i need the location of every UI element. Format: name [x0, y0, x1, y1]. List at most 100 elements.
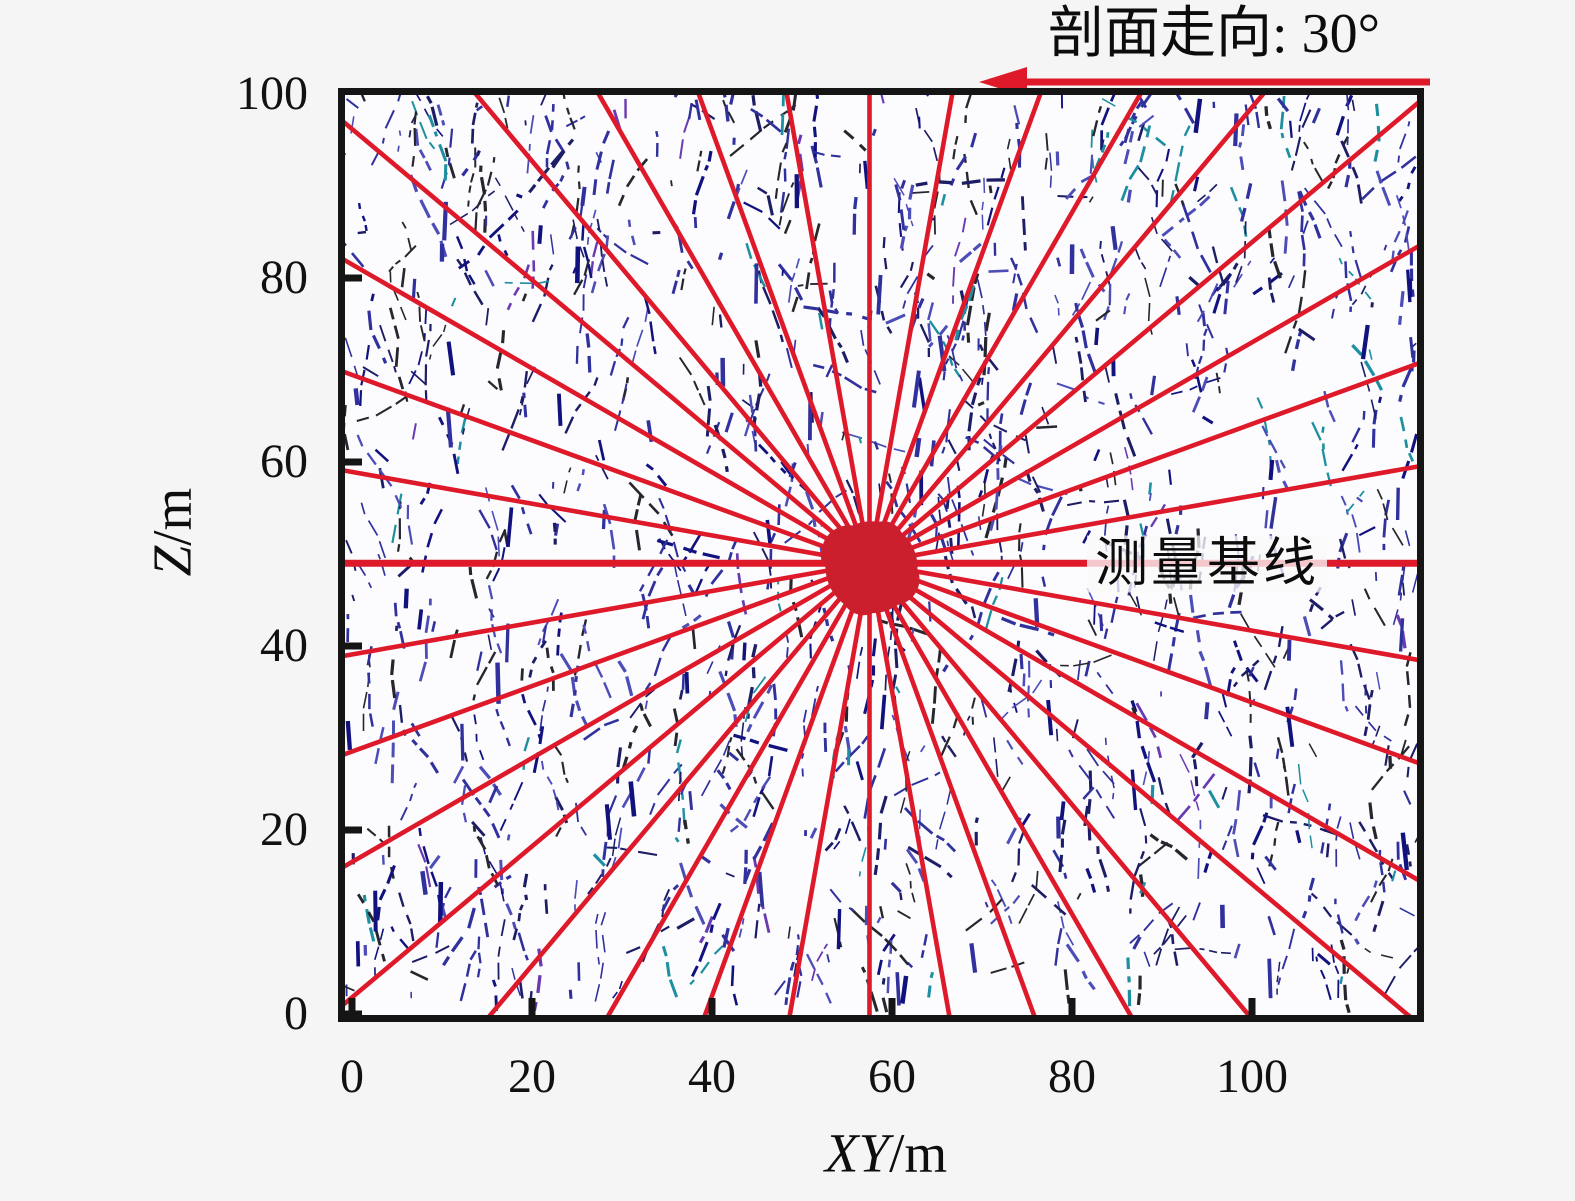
fracture-segment — [1279, 459, 1286, 469]
fracture-segment — [505, 623, 510, 663]
fracture-segment — [1199, 947, 1205, 951]
fracture-segment — [972, 242, 982, 252]
fracture-segment — [1370, 775, 1384, 791]
fracture-segment — [902, 300, 907, 309]
scanline-center-blob — [821, 521, 920, 616]
fracture-segment — [1096, 671, 1102, 679]
fracture-segment — [745, 242, 753, 260]
fracture-segment — [475, 189, 487, 209]
fracture-segment — [1395, 195, 1402, 209]
fracture-segment — [1377, 396, 1383, 404]
fracture-segment — [397, 95, 402, 102]
fracture-segment — [520, 506, 526, 515]
y-tick-label: 100 — [236, 67, 308, 120]
fracture-segment — [425, 866, 432, 888]
fracture-segment — [580, 186, 587, 206]
fracture-segment — [727, 111, 736, 124]
fracture-segment — [774, 188, 779, 199]
center-blob-lobe — [863, 521, 904, 562]
fracture-segment — [1144, 277, 1151, 298]
fracture-segment — [1267, 958, 1273, 999]
fracture-segment — [1310, 158, 1314, 165]
fracture-segment — [1073, 662, 1089, 667]
fracture-segment — [1132, 936, 1142, 950]
fracture-segment — [1086, 353, 1098, 374]
fracture-segment — [1074, 336, 1079, 343]
fracture-segment — [1375, 671, 1381, 690]
fracture-segment — [773, 980, 786, 996]
fracture-segment — [818, 499, 833, 513]
fracture-segment — [1058, 854, 1064, 873]
fracture-segment — [390, 659, 395, 676]
fracture-segment — [988, 433, 993, 440]
fracture-segment — [1266, 120, 1272, 130]
profile-strike-annotation: 剖面走向: 30° — [1048, 3, 1380, 65]
fracture-segment — [728, 736, 733, 743]
fracture-segment — [482, 807, 491, 818]
fracture-segment — [691, 629, 697, 650]
fracture-segment — [1020, 542, 1024, 552]
fracture-segment — [544, 899, 549, 914]
fracture-segment — [484, 269, 495, 287]
fracture-segment — [824, 618, 830, 627]
fracture-segment — [1328, 409, 1336, 423]
fracture-segment — [443, 164, 448, 181]
fracture-segment — [410, 928, 415, 942]
fracture-segment — [1128, 164, 1140, 181]
fracture-segment — [586, 236, 590, 245]
fracture-segment — [1272, 655, 1278, 664]
fracture-segment — [360, 95, 366, 102]
fracture-segment — [625, 377, 630, 384]
fracture-segment — [1082, 786, 1095, 800]
fracture-segment — [384, 109, 395, 129]
fracture-segment — [1045, 133, 1049, 151]
fracture-segment — [813, 150, 825, 156]
fracture-segment — [474, 796, 483, 806]
fracture-segment — [752, 796, 761, 818]
fracture-segment — [1074, 302, 1079, 312]
fracture-segment — [1105, 885, 1110, 892]
fracture-segment — [1100, 254, 1105, 263]
fracture-segment — [1135, 702, 1148, 722]
fracture-segment — [1276, 97, 1290, 113]
fracture-segment — [729, 95, 735, 105]
fracture-segment — [374, 931, 382, 946]
fracture-segment — [1250, 852, 1255, 860]
fracture-segment — [973, 273, 980, 285]
fracture-segment — [1341, 453, 1354, 472]
fracture-segment — [1335, 610, 1345, 618]
fracture-segment — [364, 224, 368, 232]
fracture-segment — [365, 908, 371, 924]
fracture-segment — [491, 510, 499, 531]
fracture-segment — [582, 274, 588, 289]
fracture-segment — [743, 868, 752, 882]
fracture-segment — [645, 615, 651, 629]
fracture-segment — [1264, 510, 1269, 529]
fracture-segment — [400, 267, 406, 288]
fracture-segment — [527, 709, 537, 726]
fracture-segment — [811, 968, 816, 982]
fracture-segment — [1031, 476, 1042, 493]
fracture-segment — [1049, 152, 1053, 171]
fracture-segment — [712, 902, 722, 921]
fracture-segment — [575, 700, 582, 712]
fracture-segment — [1012, 273, 1016, 284]
fracture-segment — [946, 744, 957, 758]
fracture-segment — [1161, 225, 1175, 237]
fracture-segment — [531, 230, 535, 250]
fracture-segment — [816, 306, 826, 318]
fracture-segment — [1036, 484, 1054, 492]
fracture-segment — [554, 138, 566, 153]
fracture-segment — [468, 274, 476, 285]
fracture-segment — [1340, 140, 1350, 158]
fracture-segment — [791, 296, 799, 313]
fracture-segment — [413, 111, 418, 125]
fracture-segment — [726, 644, 735, 661]
fracture-segment — [805, 953, 816, 970]
fracture-segment — [1160, 840, 1173, 849]
fracture-segment — [1218, 274, 1231, 288]
fracture-segment — [1168, 593, 1173, 604]
fracture-segment — [1014, 263, 1018, 271]
fracture-segment — [1082, 390, 1087, 403]
fracture-segment — [419, 121, 428, 140]
